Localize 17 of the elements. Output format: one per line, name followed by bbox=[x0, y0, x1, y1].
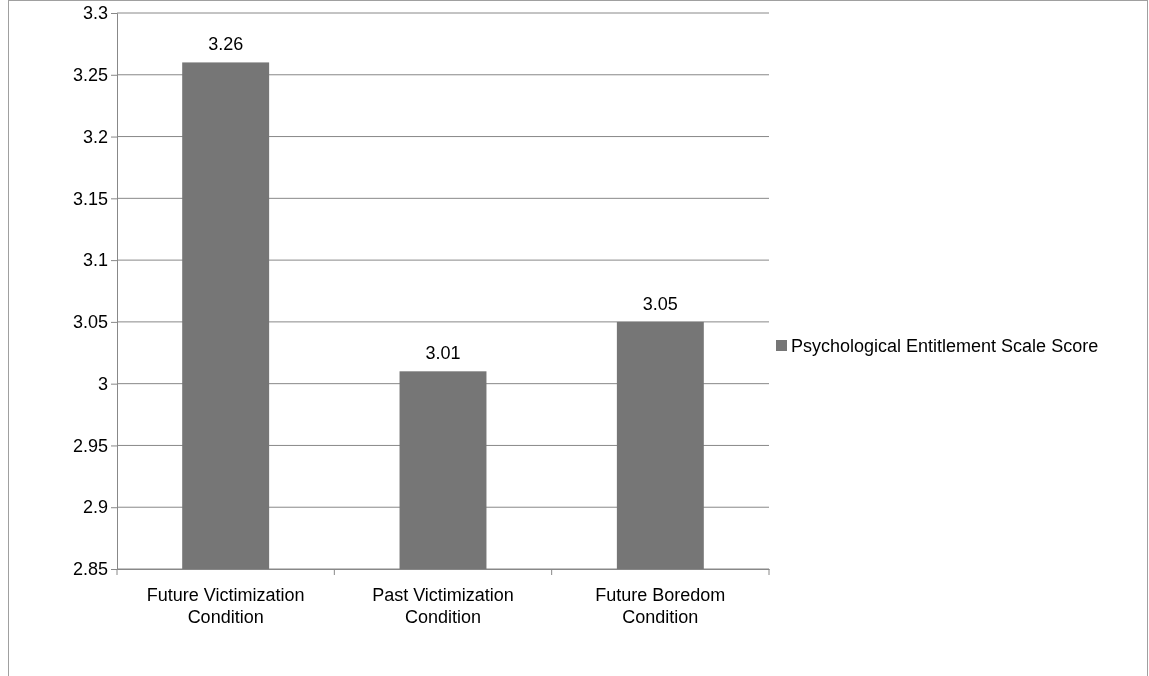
data-label: 3.26 bbox=[208, 34, 244, 55]
y-tick-label: 3.15 bbox=[72, 188, 108, 209]
y-tick-label: 3.2 bbox=[82, 126, 108, 147]
data-label: 3.05 bbox=[642, 293, 678, 314]
y-tick-label: 2.85 bbox=[72, 559, 108, 580]
x-tick-label: Past Victimization Condition bbox=[372, 585, 514, 627]
data-label: 3.01 bbox=[425, 343, 461, 364]
y-tick-label: 3.1 bbox=[82, 250, 108, 271]
y-tick-label: 2.95 bbox=[72, 435, 108, 456]
x-tick-label: Future Victimization Condition bbox=[146, 585, 305, 627]
y-tick-label: 3.3 bbox=[82, 3, 108, 24]
x-tick-label: Future Boredom Condition bbox=[595, 585, 726, 627]
y-tick-label: 3.05 bbox=[72, 312, 108, 333]
legend-label: Psychological Entitlement Scale Score bbox=[791, 336, 1099, 356]
y-tick-label: 3.25 bbox=[72, 65, 108, 86]
y-tick-label: 3 bbox=[97, 373, 108, 394]
y-tick-label: 2.9 bbox=[82, 497, 108, 518]
